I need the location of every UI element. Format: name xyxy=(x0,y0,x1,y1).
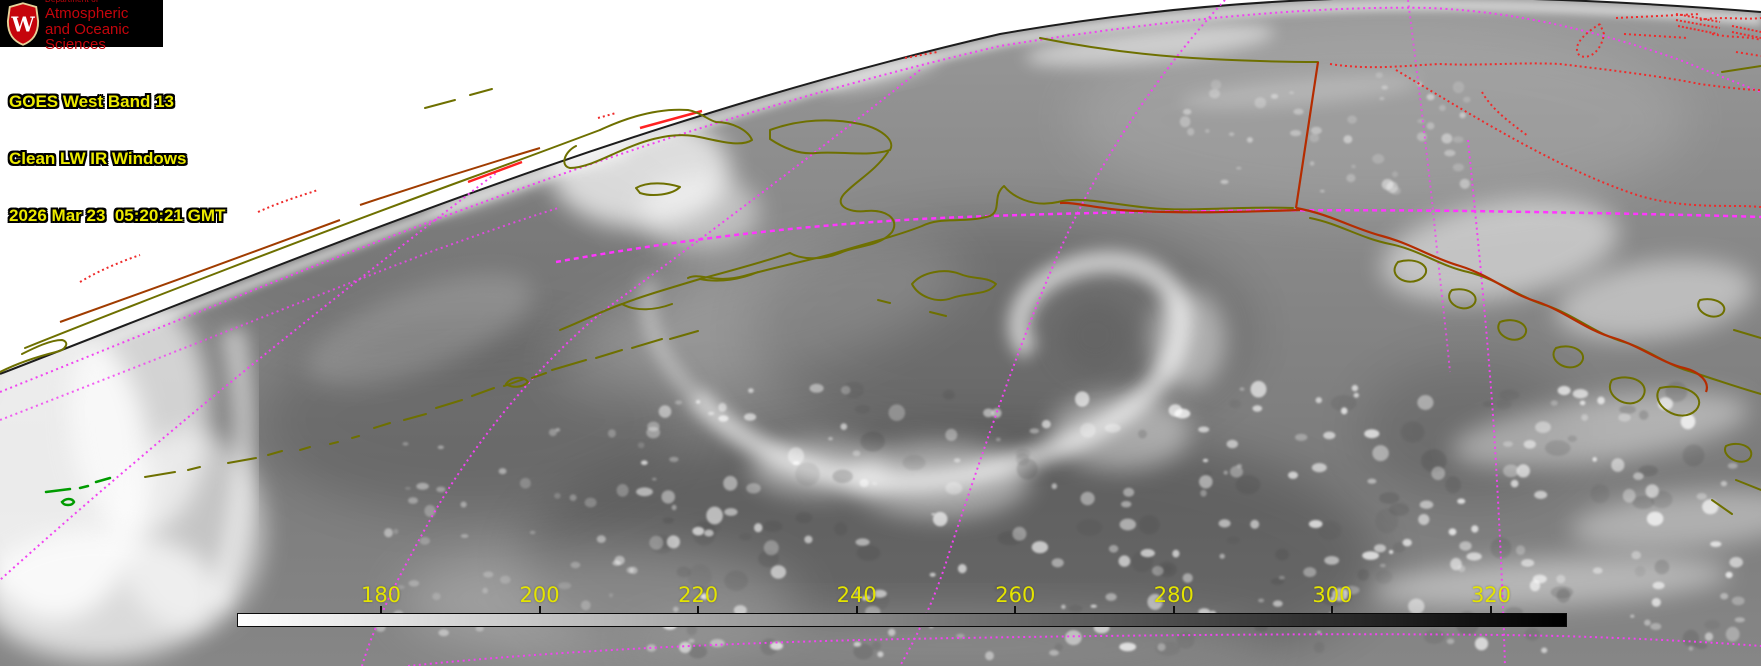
timestamp-label: 2026 Mar 23 05:20:21 GMT xyxy=(9,206,226,225)
colorbar-tick-label: 280 xyxy=(1153,583,1194,607)
colorbar-tick xyxy=(1014,606,1017,613)
colorbar-tick xyxy=(1331,606,1334,613)
green-island-marks xyxy=(44,476,112,507)
dotted-red-boundaries xyxy=(79,13,1761,283)
colorbar-tick-label: 200 xyxy=(519,583,560,607)
limb-coast-accents xyxy=(59,147,541,323)
colorbar-tick-label: 220 xyxy=(678,583,719,607)
colorbar-tick xyxy=(1489,606,1492,613)
space-region xyxy=(0,0,1761,374)
colorbar-tick-label: 320 xyxy=(1470,583,1512,607)
speckle-cloud-field xyxy=(375,72,1746,661)
red-limb-coast xyxy=(467,109,703,184)
colorbar-tick xyxy=(855,606,858,613)
product-name-label: Clean LW IR Windows xyxy=(9,149,187,168)
us-canada-border xyxy=(1059,61,1708,393)
colorbar-tick-label: 180 xyxy=(360,583,402,607)
logo-name-line1: Atmospheric xyxy=(45,4,129,22)
cloud-layer xyxy=(0,23,1761,666)
earth-limb xyxy=(0,0,1761,388)
colorbar-tick-label: 260 xyxy=(995,583,1036,607)
colorbar-tick-label: 240 xyxy=(836,583,877,607)
limb-line xyxy=(0,0,1761,375)
logo-text: Department of Atmospheric and Oceanic Sc… xyxy=(45,0,163,52)
colorbar-tick xyxy=(697,606,700,613)
uw-aos-logo: W Department of Atmospheric and Oceanic … xyxy=(0,0,163,52)
colorbar-tick xyxy=(380,606,382,613)
satellite-band-label: GOES West Band 13 xyxy=(9,92,175,111)
uw-crest-icon: W xyxy=(6,1,40,46)
temperature-colorbar: 180 200 220 240 260 280 300 320 xyxy=(237,583,1567,627)
logo-name-line2: and Oceanic Sciences xyxy=(45,20,130,53)
image-title-overlay: GOES West Band 13 Clean LW IR Windows 20… xyxy=(9,54,225,263)
crest-monogram: W xyxy=(10,11,35,36)
colorbar-tick-label: 300 xyxy=(1312,583,1353,607)
colorbar-tick xyxy=(538,606,541,613)
logo-department-label: Department of xyxy=(45,0,163,4)
colorbar-tick xyxy=(1172,606,1175,613)
